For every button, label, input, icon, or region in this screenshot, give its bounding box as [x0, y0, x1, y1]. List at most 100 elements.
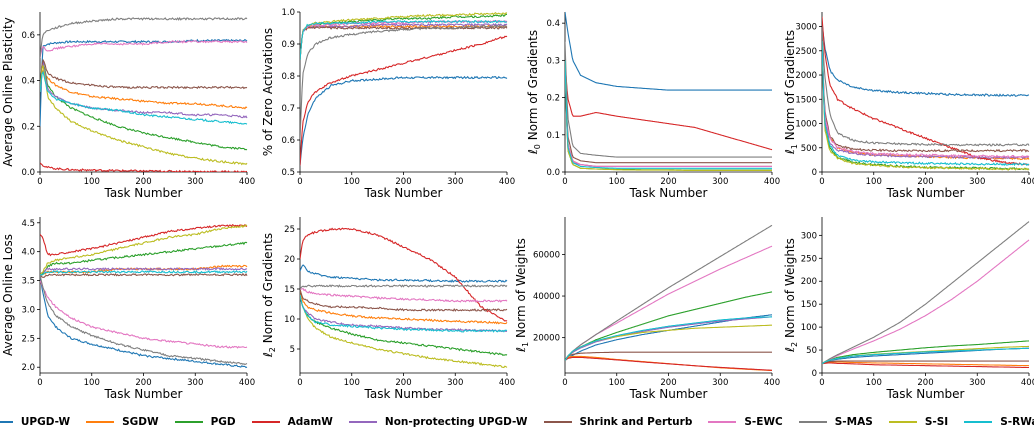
legend-swatch: [0, 421, 13, 423]
x-tick-label: 400: [764, 378, 780, 388]
y-tick-label: 0.6: [281, 136, 295, 146]
legend-item: S-EWC: [708, 416, 783, 428]
x-axis-label: Task Number: [629, 186, 708, 200]
x-tick-label: 0: [297, 378, 302, 388]
y-tick-label: 200: [801, 277, 817, 287]
x-tick-label: 200: [660, 378, 676, 388]
series-line-s-si: [40, 224, 248, 276]
legend-label: UPGD-W: [20, 416, 71, 428]
x-axis-label: Task Number: [886, 387, 965, 401]
y-axis-label: Average Online Loss: [1, 234, 15, 356]
series-line-s-rwalk: [565, 316, 773, 361]
y-tick-label: 0.4: [546, 19, 560, 29]
legend-swatch: [86, 421, 115, 423]
x-tick-label: 100: [609, 378, 625, 388]
series-line-s-ewc: [40, 39, 248, 58]
x-tick-label: 300: [969, 177, 985, 187]
y-axis-label: ℓ0 Norm of Gradients: [526, 30, 542, 155]
x-tick-label: 200: [660, 177, 676, 187]
chart-panel-4: 0 100 200 300 400 0 500 1000 1500 2000 2500 3000 Tas…: [783, 12, 1034, 200]
legend-label: Non-protecting UPGD-W: [384, 416, 528, 428]
y-tick-label: 25: [284, 225, 295, 235]
y-axis-label: ℓ1 Norm of Weights: [514, 238, 530, 353]
legend-label: S-SI: [924, 416, 949, 428]
series-line-sgdw: [300, 288, 508, 325]
y-tick-label: 1000: [795, 120, 817, 130]
series-line-adamw: [300, 35, 508, 166]
legend-swatch: [798, 421, 827, 423]
y-tick-label: 60000: [533, 250, 560, 260]
series-line-s-mas: [40, 16, 248, 58]
x-axis-label: Task Number: [104, 186, 183, 200]
series-line-adamw: [822, 362, 1029, 369]
series-line-pgd: [822, 340, 1030, 365]
x-tick-label: 100: [84, 378, 100, 388]
legend-label: S-RWalk: [1000, 416, 1034, 428]
x-tick-label: 400: [499, 378, 515, 388]
x-tick-label: 400: [239, 378, 255, 388]
y-tick-label: 0.0: [546, 168, 560, 178]
series-line-shrink-and-perturb: [300, 288, 508, 312]
chart-panel-5: 0 100 200 300 400 2.0 2.5 3.0 3.5 4.0 4.5 Task Numb…: [1, 217, 255, 401]
series-line-s-si: [822, 41, 1030, 171]
y-tick-label: 2500: [795, 47, 817, 57]
series-line-upgd-w: [300, 264, 508, 283]
series-line-adamw: [300, 227, 508, 322]
series-line-s-mas: [565, 224, 773, 361]
y-tick-label: 40000: [533, 292, 560, 302]
legend-swatch: [251, 421, 280, 423]
series-line-s-ewc: [822, 239, 1030, 365]
x-tick-label: 400: [1021, 378, 1034, 388]
x-axis-label: Task Number: [886, 186, 965, 200]
legend-item: S-SI: [888, 416, 949, 428]
series-line-pgd: [565, 291, 773, 361]
y-tick-label: 0.3: [546, 56, 560, 66]
series-line-upgd-w: [40, 38, 248, 127]
y-tick-label: 250: [801, 254, 817, 264]
y-tick-label: 50: [806, 346, 817, 356]
x-axis-label: Task Number: [364, 387, 443, 401]
series-line-non-protecting-upgd-w: [300, 22, 508, 61]
legend-label: PGD: [210, 416, 236, 428]
legend-swatch: [888, 421, 917, 423]
x-tick-label: 100: [344, 177, 360, 187]
series-line-s-mas: [300, 24, 508, 141]
y-axis-label: % of Zero Activations: [261, 28, 275, 156]
series-line-shrink-and-perturb: [40, 272, 248, 278]
y-tick-label: 3.0: [21, 305, 35, 315]
x-tick-label: 300: [969, 378, 985, 388]
series-line-upgd-w: [300, 75, 508, 166]
series-line-upgd-w: [822, 21, 1030, 97]
x-tick-label: 0: [819, 378, 824, 388]
x-tick-label: 200: [917, 378, 933, 388]
chart-panel-6: 0 100 200 300 400 5 10 15 20 25 Task Number ℓ2 Norm…: [261, 217, 515, 401]
series-line-adamw: [565, 356, 773, 371]
legend-label: SGDW: [122, 416, 159, 428]
x-tick-label: 300: [712, 378, 728, 388]
y-tick-label: 15: [284, 285, 295, 295]
series-line-pgd: [40, 241, 248, 276]
y-tick-label: 20: [284, 255, 295, 265]
series-line-s-rwalk: [40, 270, 248, 276]
series-line-pgd: [565, 60, 772, 171]
series-line-s-ewc: [40, 280, 248, 349]
x-tick-label: 300: [187, 378, 203, 388]
series-line-shrink-and-perturb: [565, 351, 772, 361]
y-axis-label: ℓ2 Norm of Gradients: [261, 233, 277, 358]
y-tick-label: 0.0: [21, 168, 35, 178]
legend-item: Shrink and Perturb: [543, 416, 692, 428]
y-tick-label: 0.1: [546, 131, 560, 141]
series-line-sgdw: [40, 70, 248, 110]
chart-panel-2: 0 100 200 300 400 0.5 0.6 0.7 0.8 0.9 1.0 Task Numb…: [261, 8, 515, 200]
series-line-sgdw: [822, 41, 1030, 161]
series-line-s-rwalk: [300, 19, 508, 61]
chart-panel-7: 0 100 200 300 400 20000 40000 60000 Task Number ℓ…: [514, 217, 780, 401]
series-line-shrink-and-perturb: [565, 60, 772, 164]
x-tick-label: 400: [1021, 177, 1034, 187]
legend-item: Non-protecting UPGD-W: [348, 416, 528, 428]
series-line-s-si: [300, 294, 508, 369]
series-line-s-si: [565, 60, 772, 172]
series-line-shrink-and-perturb: [40, 58, 248, 93]
y-tick-label: 150: [801, 300, 817, 310]
